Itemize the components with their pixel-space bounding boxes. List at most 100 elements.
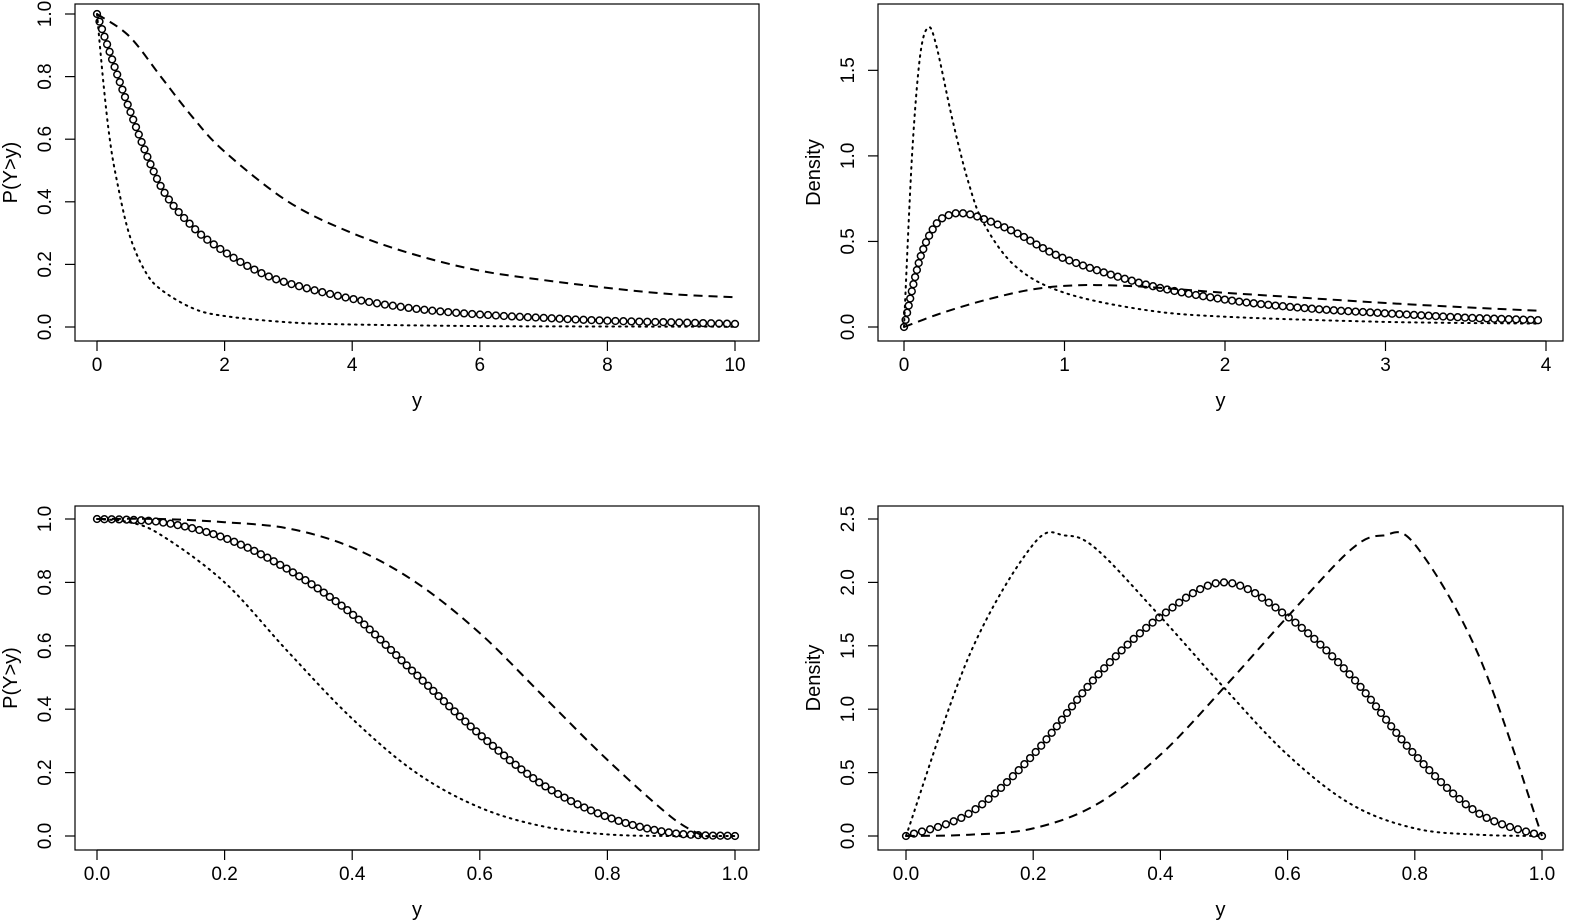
x-axis-label: y	[412, 390, 422, 412]
x-tick-label: 4	[1541, 355, 1552, 376]
series-circles-point	[102, 40, 112, 49]
series-circles-point	[511, 760, 520, 769]
series-circles-point	[349, 294, 358, 304]
series-circles-point	[1148, 282, 1158, 291]
series-circles-point	[1127, 276, 1136, 285]
series-circles-point	[174, 207, 183, 217]
series-circles-point	[928, 225, 937, 234]
plot-frame	[74, 3, 760, 342]
series-circles-point	[412, 304, 421, 314]
series-circles-point	[635, 822, 645, 831]
series-circles-point	[191, 225, 200, 234]
y-tick-label: 2.5	[838, 506, 859, 532]
y-tick-label: 1.0	[35, 506, 56, 532]
y-tick-label: 0.6	[35, 126, 56, 152]
series-circles-point	[1417, 311, 1426, 320]
y-tick-label: 0.0	[838, 314, 859, 340]
x-tick-label: 10	[724, 355, 745, 376]
series-circles-point	[993, 220, 1002, 229]
series-circles-point	[547, 786, 556, 795]
panel-top-right: 0 1 2 3 4 0.0 0.5 1.0 1.5 y Density	[803, 3, 1564, 412]
series-circles-point	[1300, 303, 1309, 313]
x-tick-label: 0.6	[1274, 864, 1300, 885]
series-dashed-line	[903, 284, 1539, 328]
series-circles-point	[131, 122, 141, 132]
series-circles-point	[1111, 652, 1120, 661]
series-circles-point	[547, 314, 556, 323]
series-circles-point	[566, 796, 576, 806]
series-circles-point	[1072, 695, 1082, 704]
series-circles-point	[1161, 608, 1171, 617]
y-axis-label: Density	[803, 645, 825, 712]
series-circles-point	[396, 302, 405, 311]
series-circles-point	[404, 303, 413, 313]
series-circles-point	[919, 244, 928, 254]
series-circles-point	[420, 305, 429, 314]
series-circles-point	[1051, 250, 1060, 259]
series-circles-point	[1460, 313, 1470, 322]
series-circles-point	[179, 213, 189, 223]
series-circles-point	[250, 546, 259, 556]
series-circles-point	[1442, 783, 1452, 793]
y-axis-label: P(Y>y)	[0, 142, 22, 204]
series-circles-point	[901, 315, 910, 325]
series-circles-point	[372, 299, 382, 308]
series-circles-point	[380, 300, 390, 309]
series-circles-point	[657, 827, 666, 836]
series-circles-point	[1271, 301, 1280, 310]
series-circles-point	[1425, 766, 1434, 775]
series-circles-point	[467, 309, 477, 319]
x-axis-label: y	[1216, 899, 1226, 921]
series-circles-point	[650, 825, 659, 835]
series-circles-point	[553, 789, 563, 799]
series-circles-point	[436, 307, 445, 316]
series-circles-point	[1019, 232, 1029, 242]
series-circles-point	[1271, 603, 1280, 612]
series-circles-point	[1278, 302, 1287, 311]
y-axis-label: P(Y>y)	[0, 647, 22, 709]
y-tick-label: 1.0	[35, 1, 56, 27]
series-circles-point	[1322, 646, 1331, 655]
series-circles-point	[971, 805, 980, 814]
series-circles-point	[1047, 728, 1056, 737]
series-circles-point	[319, 588, 328, 597]
series-circles-point	[651, 317, 660, 327]
series-circles-point	[621, 818, 630, 828]
series-circles-point	[295, 572, 304, 581]
series-circles-point	[964, 809, 973, 818]
y-tick-label: 0.0	[838, 823, 859, 849]
series-circles-point	[978, 800, 987, 809]
series-circles-point	[1345, 670, 1354, 679]
series-circles-point	[282, 564, 291, 573]
series-circles-point	[1381, 715, 1391, 724]
series-circles-point	[325, 592, 334, 602]
series-circles-point	[276, 560, 285, 570]
series-circles-point	[1052, 722, 1061, 731]
series-circles-point	[1366, 695, 1376, 704]
series-circles-point	[160, 188, 169, 197]
series-circles-point	[1094, 670, 1103, 679]
series-circles-point	[523, 313, 532, 322]
y-tick-label: 1.5	[838, 633, 859, 659]
series-circles-point	[1475, 809, 1484, 818]
series-circles-point	[120, 92, 130, 102]
series-circles-point	[603, 316, 612, 325]
series-circles-point	[607, 814, 616, 823]
series-circles-point	[531, 313, 540, 322]
series-circles-point	[1387, 722, 1396, 731]
y-tick-label: 0.4	[35, 188, 56, 215]
series-circles-point	[483, 310, 493, 320]
series-circles-point	[1020, 760, 1029, 769]
series-circles-point	[499, 751, 509, 760]
series-circles-point	[1526, 315, 1535, 325]
series-circles-point	[264, 272, 273, 281]
series-circles-point	[1285, 302, 1295, 312]
series-circles-point	[627, 317, 636, 326]
series-circles-point	[113, 70, 122, 79]
series-circles-point	[730, 319, 740, 329]
series-circles-point	[455, 712, 465, 721]
series-circles-point	[301, 576, 310, 585]
series-circles-point	[1336, 306, 1346, 315]
series-circles-point	[107, 55, 117, 64]
series-circles-point	[1358, 307, 1368, 317]
